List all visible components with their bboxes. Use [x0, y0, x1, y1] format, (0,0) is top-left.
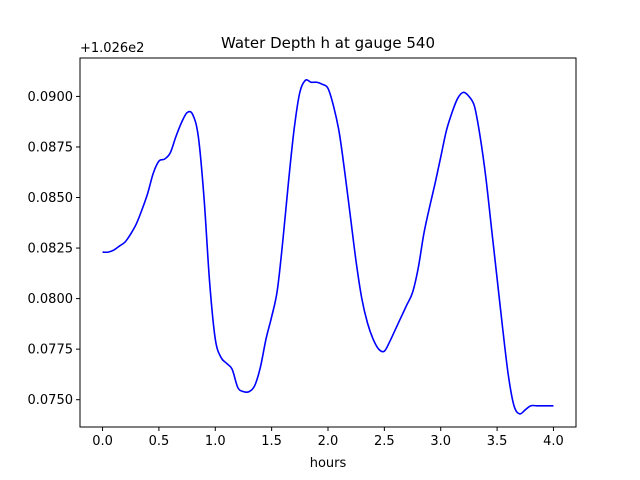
x-tick-label: 1.0 [205, 434, 226, 449]
x-tick-label: 1.5 [261, 434, 282, 449]
y-tick-label: 0.0850 [28, 191, 74, 206]
y-axis: 0.0750 0.0775 0.0800 0.0825 0.0850 0.0875 0.09… [28, 90, 80, 408]
series-line [102, 79, 554, 415]
plot-area [79, 57, 577, 428]
y-tick-label: 0.0900 [28, 90, 74, 105]
x-tick-label: 2.5 [374, 434, 395, 449]
x-tick-label: 4.0 [543, 434, 564, 449]
x-tick-label: 2.0 [318, 434, 339, 449]
y-tick-label: 0.0750 [28, 393, 74, 408]
x-tick-label: 0.0 [92, 434, 113, 449]
x-tick-label: 0.5 [149, 434, 170, 449]
x-axis-label: hours [310, 456, 347, 471]
plot-frame [79, 57, 577, 428]
x-tick-label: 3.5 [487, 434, 508, 449]
y-tick-label: 0.0800 [28, 292, 74, 307]
x-tick-label: 3.0 [430, 434, 451, 449]
chart-title: Water Depth h at gauge 540 [221, 34, 435, 52]
series-group [102, 79, 554, 415]
y-tick-label: 0.0825 [28, 242, 74, 257]
y-tick-label: 0.0875 [28, 140, 74, 155]
y-offset-label: +1.026e2 [80, 41, 144, 56]
y-tick-label: 0.0775 [28, 343, 74, 358]
x-axis: 0.0 0.5 1.0 1.5 2.0 2.5 3.0 3.5 4.0 [92, 427, 564, 449]
